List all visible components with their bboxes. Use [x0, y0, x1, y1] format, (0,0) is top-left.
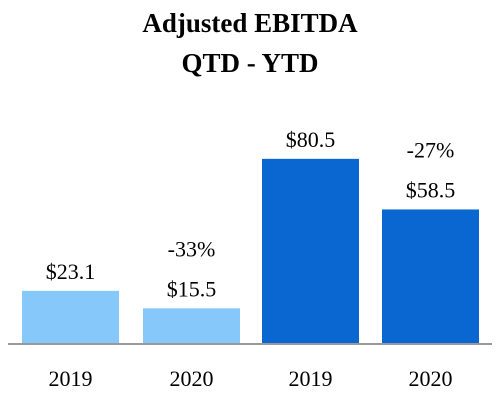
chart-title: Adjusted EBITDA [142, 8, 358, 38]
x-tick-label-1: 2019 [49, 366, 93, 391]
chart-subtitle: QTD - YTD [181, 48, 318, 78]
x-tick-label-3: 2019 [289, 366, 333, 391]
bars-group [22, 158, 479, 344]
change-label-2: -27% [407, 137, 455, 162]
value-label-3: $80.5 [286, 127, 336, 152]
value-labels-group: $23.1 $15.5 $80.5 $58.5 [46, 127, 456, 302]
change-labels-group: -33% -27% [168, 137, 455, 261]
value-label-2: $15.5 [167, 276, 217, 301]
tick-labels-group: 2019 2020 2019 2020 [49, 366, 453, 391]
value-label-4: $58.5 [406, 177, 456, 202]
x-tick-label-4: 2020 [409, 366, 453, 391]
value-label-1: $23.1 [46, 259, 96, 284]
change-label-1: -33% [168, 236, 216, 261]
bar-2 [143, 308, 240, 344]
bar-3 [262, 158, 359, 344]
x-tick-label-2: 2020 [170, 366, 214, 391]
bar-4 [382, 209, 479, 344]
bar-1 [22, 290, 119, 344]
